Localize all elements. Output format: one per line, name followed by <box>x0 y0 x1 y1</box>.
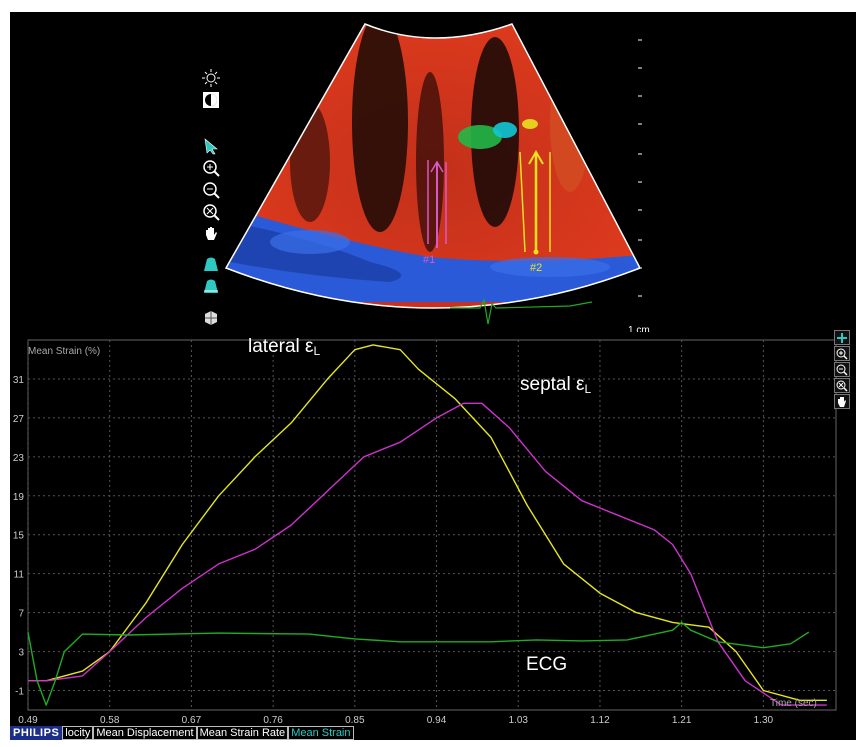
lateral-annotation: lateral εL <box>248 336 320 358</box>
tab-mean-strain[interactable]: Mean Strain <box>288 726 354 740</box>
chart-add-button[interactable] <box>834 330 850 345</box>
lateral-annotation-sub: L <box>313 344 321 358</box>
septal-annotation: septal εL <box>520 374 591 396</box>
ecg-strain-line <box>27 621 810 706</box>
x-tick-label: 0.85 <box>345 715 365 726</box>
zoom-reset-icon <box>836 380 848 392</box>
heart-model-button[interactable] <box>200 308 222 328</box>
chamber-icon-1 <box>204 257 218 271</box>
tab-mean-strain-rate[interactable]: Mean Strain Rate <box>196 726 289 740</box>
zoom-in-button[interactable] <box>200 158 222 178</box>
lateral-strain-line <box>28 344 827 701</box>
zoom-reset-button[interactable] <box>200 202 222 222</box>
zoom-reset-icon <box>203 204 220 221</box>
chart-grid <box>27 340 836 710</box>
segment-marker-1[interactable] <box>427 160 447 248</box>
x-tick-label: 0.76 <box>263 715 283 726</box>
pan-hand-icon <box>838 396 846 407</box>
x-tick-label: 1.30 <box>754 715 774 726</box>
pointer-button[interactable] <box>200 136 222 156</box>
brightness-button[interactable] <box>200 68 222 88</box>
septal-strain-line <box>28 402 827 706</box>
add-icon <box>837 332 847 343</box>
chamber-icon-2 <box>204 279 218 293</box>
y-tick-label: 11 <box>14 570 25 581</box>
chart-ticks: 0.49 0.58 0.67 0.76 0.85 0.94 1.03 1.12 1.21 1.30… <box>13 375 774 726</box>
y-tick-label: 23 <box>13 453 25 464</box>
chamber-view-button-2[interactable] <box>200 276 222 296</box>
zoom-in-icon <box>836 348 848 360</box>
segment-marker-2[interactable] <box>519 150 551 255</box>
lateral-annotation-text: lateral ε <box>248 336 314 357</box>
zoom-in-icon <box>203 160 220 177</box>
segment-label-1: #1 <box>423 254 436 266</box>
septal-annotation-sub: L <box>584 382 592 396</box>
depth-ruler <box>638 39 642 297</box>
contrast-icon <box>203 92 219 108</box>
zoom-out-button[interactable] <box>200 180 222 200</box>
y-tick-label: 19 <box>13 492 25 503</box>
contrast-button[interactable] <box>200 90 222 110</box>
chart-background <box>10 332 856 726</box>
pointer-icon <box>204 138 218 155</box>
strain-chart-panel: 0.49 0.58 0.67 0.76 0.85 0.94 1.03 1.12 1.21 1.30… <box>10 332 856 726</box>
septal-annotation-text: septal ε <box>520 374 585 395</box>
doppler-image <box>226 24 640 308</box>
y-axis-label: Mean Strain (%) <box>28 346 100 357</box>
ecg-annotation: ECG <box>526 654 568 675</box>
tab-velocity[interactable]: locity <box>62 726 94 740</box>
chamber-view-button-1[interactable] <box>200 254 222 274</box>
chart-zoom-in-button[interactable] <box>834 346 850 361</box>
heart-model-icon <box>205 311 217 325</box>
x-tick-label: 0.94 <box>427 715 447 726</box>
y-tick-label: 15 <box>13 531 25 542</box>
y-tick-label: 31 <box>13 375 25 386</box>
chart-zoom-reset-button[interactable] <box>834 378 850 393</box>
x-tick-label: 0.58 <box>100 715 120 726</box>
chart-zoom-out-button[interactable] <box>834 362 850 377</box>
x-tick-label: 1.21 <box>672 715 692 726</box>
segment-label-2: #2 <box>530 262 543 274</box>
zoom-out-icon <box>203 182 220 199</box>
brightness-icon <box>202 69 220 87</box>
ultrasound-panel: #1 #2 1 cm <box>10 12 856 336</box>
brand-logo: PHILIPS <box>10 726 63 740</box>
tab-mean-displacement[interactable]: Mean Displacement <box>93 726 197 740</box>
y-tick-label: -1 <box>15 687 24 698</box>
x-tick-label: 1.12 <box>590 715 610 726</box>
chart-series <box>27 344 827 706</box>
x-tick-label: 0.49 <box>18 715 38 726</box>
tab-bar: PHILIPS locity Mean Displacement Mean St… <box>10 726 856 740</box>
sector-outline <box>224 23 642 309</box>
y-tick-label: 27 <box>13 414 25 425</box>
ecg-snippet <box>450 298 593 325</box>
x-tick-label: 0.67 <box>182 715 202 726</box>
scale-label: 1 cm <box>628 325 650 336</box>
pan-hand-icon <box>206 227 217 240</box>
x-tick-label: 1.03 <box>509 715 529 726</box>
zoom-out-icon <box>836 364 848 376</box>
ultrasound-sector <box>224 23 642 325</box>
chart-pan-button[interactable] <box>834 394 850 409</box>
y-tick-label: 7 <box>18 609 24 620</box>
x-axis-label: Time (sec) <box>770 698 817 709</box>
y-tick-label: 3 <box>18 648 24 659</box>
strain-chart[interactable]: 0.49 0.58 0.67 0.76 0.85 0.94 1.03 1.12 1.21 1.30… <box>10 332 856 726</box>
pan-button[interactable] <box>200 224 222 244</box>
